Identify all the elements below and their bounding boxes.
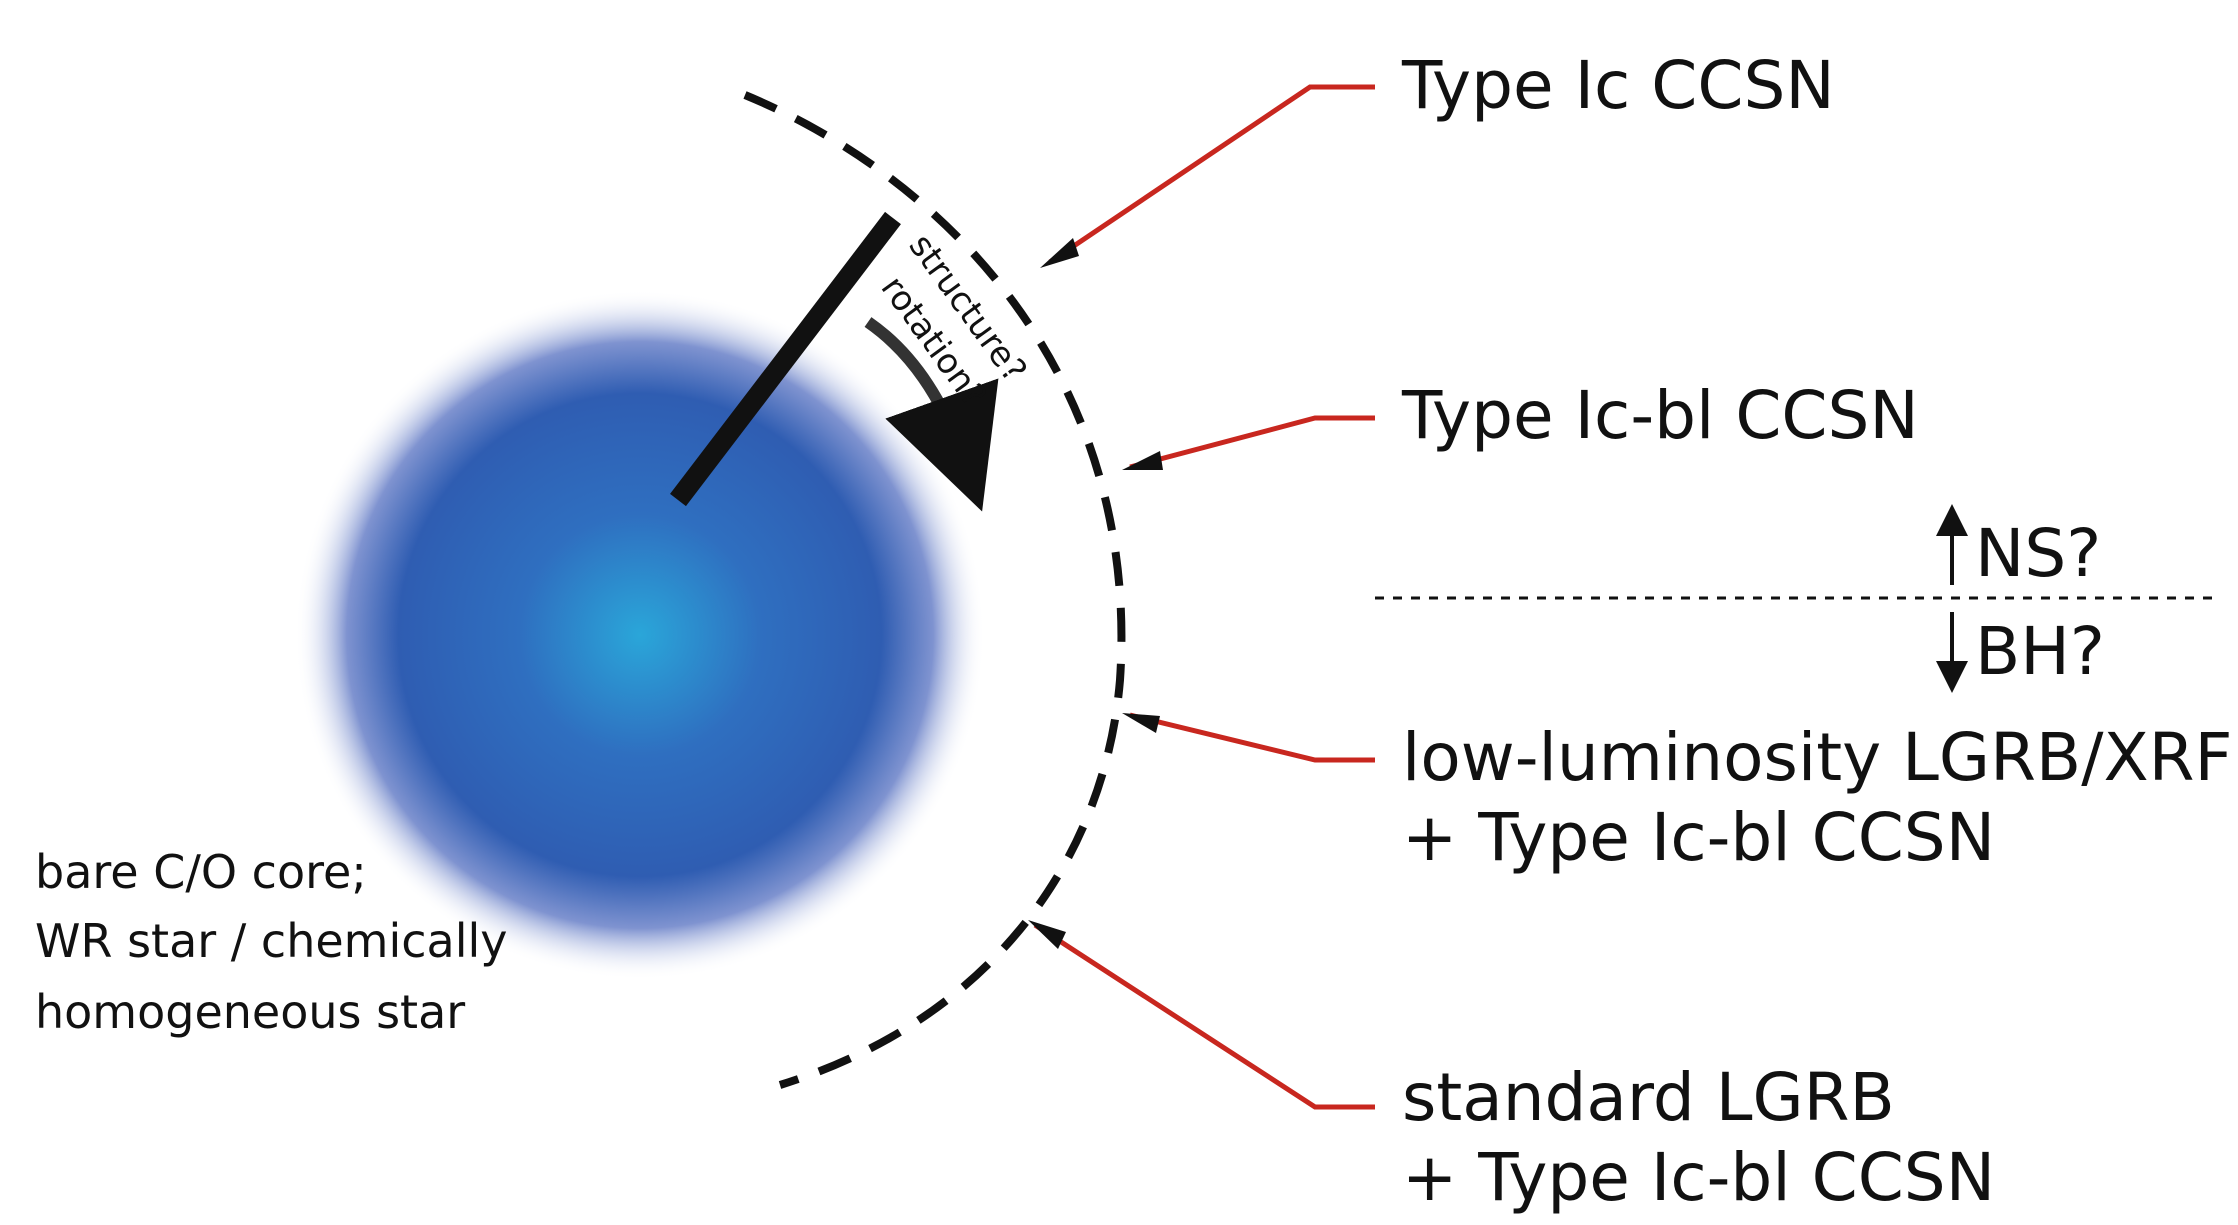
arrowhead-type-ic-bl xyxy=(1122,451,1163,470)
arrowhead-type-ic xyxy=(1040,238,1079,268)
label-low-luminosity-line2: + Type Ic-bl CCSN xyxy=(1402,799,1995,876)
arrowhead-standard xyxy=(1028,920,1066,949)
pointer-type-ic xyxy=(1048,84,1375,265)
envelope-arc xyxy=(743,91,1126,1089)
arc-arrowheads xyxy=(1028,238,1163,949)
label-standard-line1: standard LGRB xyxy=(1402,1059,1895,1136)
arrowhead-low-luminosity xyxy=(1122,713,1160,733)
label-ns: NS? xyxy=(1975,515,2101,592)
radius-bar xyxy=(670,211,901,507)
label-type-ic: Type Ic CCSN xyxy=(1401,47,1835,124)
rotation-arrow xyxy=(864,317,999,512)
pointer-standard xyxy=(1033,922,1375,1110)
pointer-low-luminosity xyxy=(1129,712,1375,763)
label-core-line3: homogeneous star xyxy=(35,985,465,1039)
star-core xyxy=(295,290,985,980)
label-low-luminosity-line1: low-luminosity LGRB/XRF xyxy=(1402,719,2232,796)
pointer-lines xyxy=(1033,84,1375,1110)
pointer-type-ic-bl xyxy=(1129,415,1375,470)
label-core-line2: WR star / chemically xyxy=(35,914,508,968)
label-standard-line2: + Type Ic-bl CCSN xyxy=(1402,1139,1995,1216)
label-core-line1: bare C/O core; xyxy=(35,845,367,899)
label-bh: BH? xyxy=(1975,613,2105,690)
label-type-ic-bl: Type Ic-bl CCSN xyxy=(1401,377,1919,454)
